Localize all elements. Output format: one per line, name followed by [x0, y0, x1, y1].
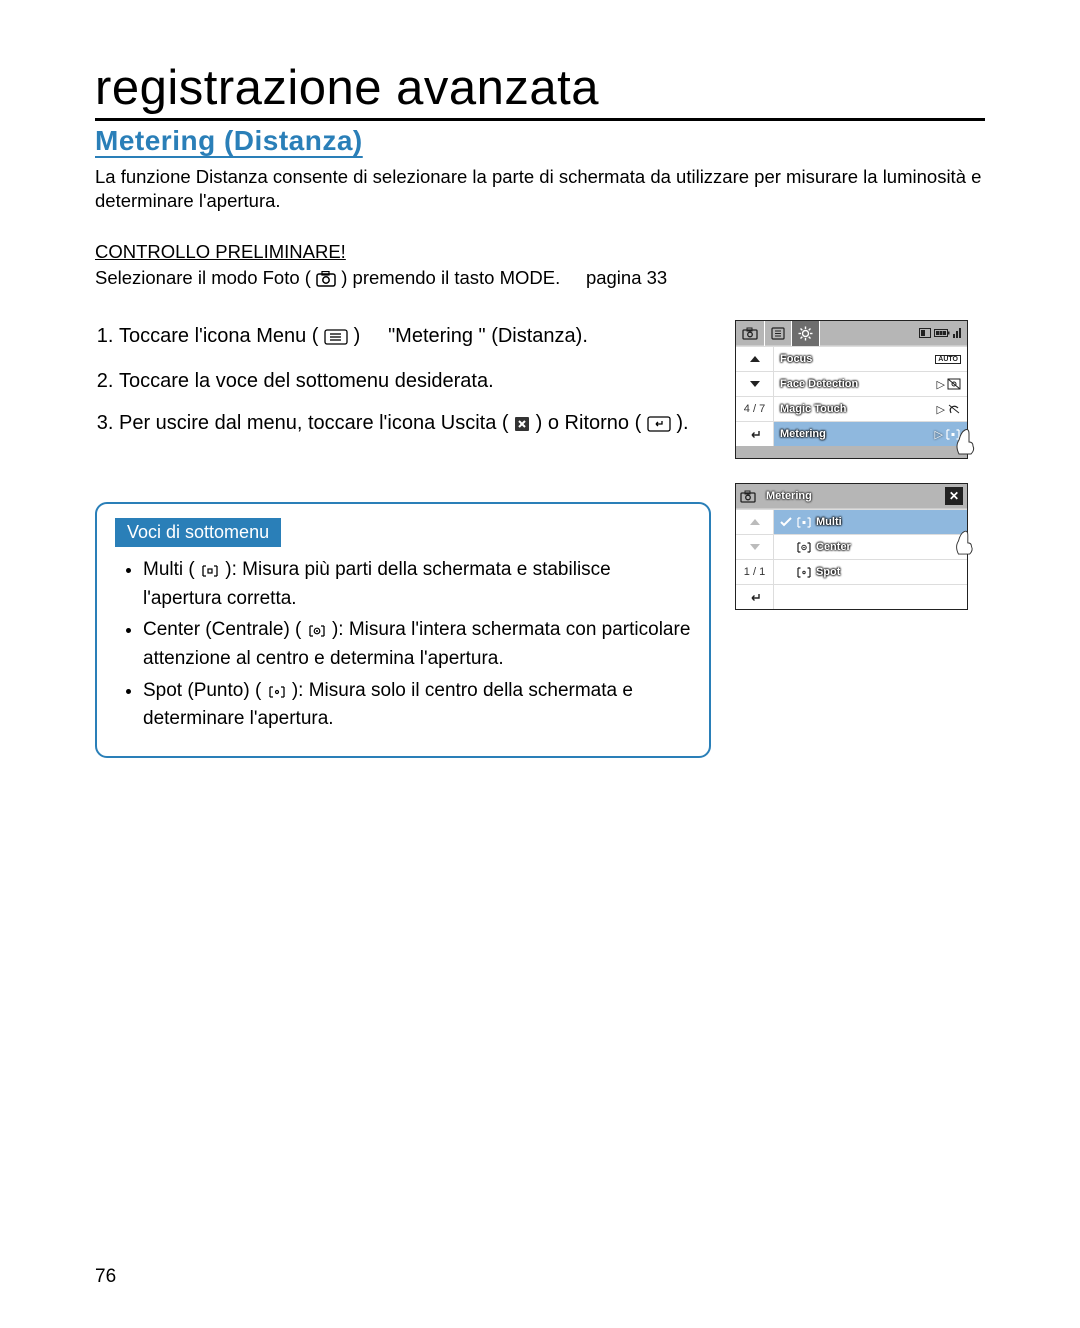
page-number: 76 [95, 1266, 116, 1288]
precheck-suffix: ) premendo il tasto MODE. [341, 267, 560, 288]
step1-text-a: Toccare l'icona Menu ( [119, 325, 318, 347]
finger-pointer-icon-2 [951, 526, 979, 556]
step1-text-b: ) [354, 325, 361, 347]
section-title: Metering (Distanza) [95, 125, 985, 157]
scroll-down-button-2[interactable] [736, 535, 774, 559]
spot-icon [796, 567, 812, 578]
steps-list: Toccare l'icona Menu ( ) "Metering " (Di… [119, 320, 711, 442]
page-indicator: 4 / 7 [736, 397, 774, 421]
panel2-titlebar: Metering ✕ [736, 484, 967, 509]
center-metering-icon [307, 620, 327, 646]
page-indicator-2: 1 / 1 [736, 560, 774, 584]
submenu-box: Voci di sottomenu Multi ( ): Misura più … [95, 502, 711, 758]
precheck-body: Selezionare il modo Foto ( ) premendo il… [95, 267, 985, 292]
exit-icon [514, 410, 530, 442]
menu-item-face-detection[interactable]: Face Detection ▷ [774, 372, 967, 396]
multi-label: Multi ( [143, 559, 195, 580]
center-icon [796, 542, 812, 553]
spot-option-label: Spot [816, 566, 840, 578]
magic-touch-value-icon: ▷ [937, 403, 961, 416]
submenu-center: Center (Centrale) ( ): Misura l'intera s… [143, 617, 691, 671]
camera-tab[interactable] [736, 321, 765, 346]
menu-item-metering[interactable]: Metering ▷ [774, 422, 967, 446]
option-multi[interactable]: Multi [774, 510, 967, 534]
histogram-icon [953, 328, 963, 338]
panel1-footer [736, 446, 967, 458]
step1-text-c: "Metering " (Distanza). [388, 325, 588, 347]
menu-panel-1: Focus AUTO Face Detection ▷ 4 / 7 M [735, 320, 968, 459]
magic-touch-label: Magic Touch [780, 403, 846, 415]
focus-label: Focus [780, 353, 812, 365]
step-1: Toccare l'icona Menu ( ) "Metering " (Di… [119, 320, 711, 355]
center-option-label: Center [816, 541, 851, 553]
scroll-up-button[interactable] [736, 347, 774, 371]
finger-pointer-icon [951, 424, 981, 456]
menu-item-focus[interactable]: Focus AUTO [774, 347, 967, 371]
return-button[interactable] [736, 422, 774, 446]
empty-row [774, 585, 967, 609]
panel1-topbar [736, 321, 967, 346]
submenu-tag: Voci di sottomenu [115, 518, 281, 547]
step3-text-c: ). [676, 412, 688, 434]
metering-submenu-panel: Metering ✕ Multi [735, 483, 968, 610]
multi-option-label: Multi [816, 516, 842, 528]
camera-icon [740, 490, 756, 503]
step-2: Toccare la voce del sottomenu desiderata… [119, 365, 711, 397]
card-icon [919, 328, 931, 338]
center-label: Center (Centrale) ( [143, 619, 301, 640]
auto-badge: AUTO [935, 355, 961, 364]
spot-label: Spot (Punto) ( [143, 680, 261, 701]
face-detection-value-icon: ▷ [937, 378, 961, 391]
status-icons [820, 328, 967, 338]
camera-mode-icon [316, 270, 336, 292]
check-icon [780, 517, 792, 527]
submenu-list: Multi ( ): Misura più parti della scherm… [143, 557, 691, 732]
step-3: Per uscire dal menu, toccare l'icona Usc… [119, 407, 711, 442]
precheck-prefix: Selezionare il modo Foto ( [95, 267, 311, 288]
spot-metering-icon [267, 681, 287, 707]
menu-icon [324, 323, 348, 355]
battery-icon [934, 328, 950, 338]
metering-label: Metering [780, 428, 826, 440]
multi-icon [796, 517, 812, 528]
step3-text-a: Per uscire dal menu, toccare l'icona Usc… [119, 412, 509, 434]
face-detection-label: Face Detection [780, 378, 858, 390]
panel2-title: Metering [766, 490, 812, 502]
menu-item-magic-touch[interactable]: Magic Touch ▷ [774, 397, 967, 421]
scroll-down-button[interactable] [736, 372, 774, 396]
intro-paragraph: La funzione Distanza consente di selezio… [95, 165, 985, 213]
precheck-page-ref: pagina 33 [586, 267, 667, 288]
option-spot[interactable]: Spot [774, 560, 967, 584]
step3-text-b: ) o Ritorno ( [536, 412, 642, 434]
option-center[interactable]: Center [774, 535, 967, 559]
page-title: registrazione avanzata [95, 60, 985, 121]
settings-tab[interactable] [792, 321, 820, 346]
submenu-spot: Spot (Punto) ( ): Misura solo il centro … [143, 678, 691, 732]
submenu-multi: Multi ( ): Misura più parti della scherm… [143, 557, 691, 611]
scroll-up-button-2[interactable] [736, 510, 774, 534]
precheck-heading: CONTROLLO PRELIMINARE! [95, 241, 985, 263]
close-button[interactable]: ✕ [945, 487, 963, 505]
list-tab[interactable] [765, 321, 792, 346]
return-button-2[interactable] [736, 585, 774, 609]
return-icon [647, 410, 671, 442]
multi-metering-icon [200, 560, 220, 586]
